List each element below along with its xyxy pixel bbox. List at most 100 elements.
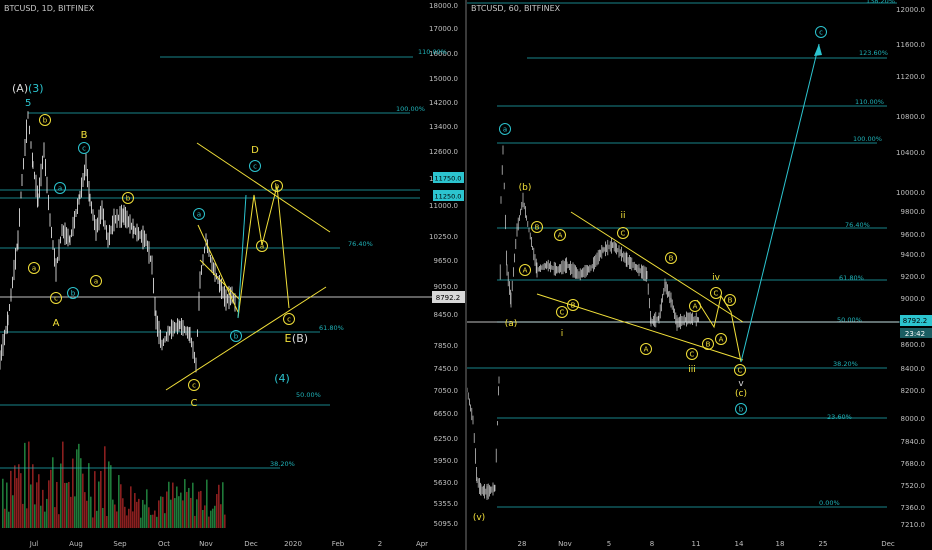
- right-price-tick: 12000.0: [896, 6, 925, 14]
- left-volume-bar: [116, 511, 118, 528]
- left-volume-bar: [200, 490, 202, 528]
- left-volume-bar: [132, 511, 134, 528]
- left-wave-seg2: [199, 259, 241, 301]
- right-wave-circle-ring: [702, 338, 714, 350]
- left-price-tick: 9650.0: [434, 257, 459, 265]
- left-wave-circle: c: [253, 163, 257, 171]
- right-wave-circle-ring: [686, 348, 698, 360]
- right-wave-circle: B: [535, 224, 540, 232]
- right-symbol-label: BTCUSD, 60, BITFINEX: [471, 4, 561, 13]
- left-volume-bar: [168, 481, 170, 528]
- left-volume-bar: [184, 479, 186, 528]
- right-price-tick: 8600.0: [901, 341, 926, 349]
- left-price-tick: 7850.0: [434, 342, 459, 350]
- right-countdown-text: 23:42: [905, 330, 925, 338]
- left-wave-circle-ring: [122, 192, 134, 204]
- left-volume-bar: [172, 482, 174, 528]
- panel-divider[interactable]: [465, 0, 467, 550]
- left-volume-bar: [208, 516, 210, 528]
- left-trend-upper: [196, 142, 331, 233]
- left-volume-bar: [34, 504, 36, 528]
- left-price-tick: 14200.0: [429, 99, 458, 107]
- left-price-tick: 15000.0: [429, 75, 458, 83]
- right-price-tick: 9200.0: [901, 273, 926, 281]
- left-volume-bar: [178, 496, 180, 528]
- right-fib-label: 38.20%: [833, 360, 858, 368]
- left-volume-bar: [110, 465, 112, 528]
- right-price-tick: 8400.0: [901, 365, 926, 373]
- left-trend-lower: [165, 286, 327, 391]
- left-volume-bar: [136, 501, 138, 528]
- left-volume-bar: [130, 486, 132, 528]
- left-volume-bar: [66, 482, 68, 528]
- left-wave-circle-ring: [193, 208, 205, 220]
- left-volume-bar: [32, 464, 34, 528]
- left-fib-badge-text: 11250.0: [435, 193, 462, 201]
- left-wave-label: A: [53, 318, 60, 329]
- left-volume-bar: [196, 499, 198, 528]
- left-volume-bar: [36, 482, 38, 528]
- left-wave-circle-ring: [78, 142, 90, 154]
- right-wave-label: ii: [620, 211, 625, 221]
- left-volume-bar: [154, 510, 156, 528]
- left-wave-label: C: [191, 398, 198, 409]
- left-wave-circle: b: [275, 183, 280, 191]
- right-price-tick: 7360.0: [901, 504, 926, 512]
- left-price-tick: 7050.0: [434, 387, 459, 395]
- left-volume-bar: [128, 508, 130, 528]
- left-volume-bar: [202, 509, 204, 528]
- left-time-tick: Apr: [416, 540, 428, 548]
- left-wave-label: B: [81, 130, 88, 141]
- left-volume-bar: [44, 511, 46, 528]
- right-wave-circle-ring: [640, 343, 652, 355]
- right-chart-panel[interactable]: BTCUSD, 60, BITFINEX 12000.0 11600.0 11200…: [467, 0, 932, 550]
- right-wave-label: (b): [519, 183, 532, 193]
- left-price-tick: 7450.0: [434, 365, 459, 373]
- right-price-tick: 8000.0: [901, 415, 926, 423]
- right-wave-circle-ring: [665, 252, 677, 264]
- right-wave-circle-ring: [519, 264, 531, 276]
- left-fib-label: 38.20%: [270, 460, 295, 468]
- left-wave-label: D: [251, 145, 259, 156]
- right-time-tick: 8: [650, 540, 654, 548]
- left-volume-bar: [90, 496, 92, 528]
- left-wave-label: 5: [25, 98, 31, 109]
- left-price-tick: 5355.0: [434, 500, 459, 508]
- left-volume-bar: [218, 484, 220, 528]
- left-volume-bar: [120, 484, 122, 528]
- left-volume-bar: [8, 511, 10, 528]
- left-wave-circle: a: [260, 243, 264, 251]
- right-wave-label: (a): [505, 319, 518, 329]
- left-volume-bar: [180, 492, 182, 528]
- left-volume-bar: [160, 496, 162, 528]
- right-wave-circle-ring: [567, 299, 579, 311]
- left-volume-bar: [82, 473, 84, 528]
- left-wave-circle: b: [43, 117, 48, 125]
- left-volume-bar: [108, 461, 110, 528]
- right-wave-circle: B: [669, 255, 674, 263]
- left-chart-canvas[interactable]: 18000.0 17000.0 16000.0 15000.0 14200.0 13400…: [0, 0, 465, 550]
- left-volume-bar: [106, 516, 108, 528]
- left-volume-bar: [62, 441, 64, 528]
- left-wave-circle-ring: [54, 182, 66, 194]
- right-time-tick: 25: [819, 540, 828, 548]
- left-wave-label: (4): [274, 372, 290, 385]
- right-price-tick: 10000.0: [896, 189, 925, 197]
- left-price-badge-bg: [432, 291, 465, 303]
- right-fib-label: 138.20%: [866, 0, 895, 5]
- left-time-tick: Aug: [69, 540, 83, 548]
- left-volume-bar: [124, 506, 126, 528]
- left-volume-bar: [70, 496, 72, 528]
- left-volume-bar: [84, 492, 86, 528]
- left-price-tick: 10250.0: [429, 233, 458, 241]
- left-chart-panel[interactable]: BTCUSD, 1D, BITFINEX 18000.0 17000.0 16000…: [0, 0, 465, 550]
- right-price-tick: 10800.0: [896, 113, 925, 121]
- right-chart-canvas[interactable]: 12000.0 11600.0 11200.0 10800.0 10400.0 10000…: [467, 0, 932, 550]
- left-volume-bar: [122, 498, 124, 528]
- left-volume-bar: [186, 491, 188, 528]
- right-wave-label: iv: [712, 273, 721, 283]
- right-wave-circle: C: [738, 367, 743, 375]
- left-wave-circle-ring: [283, 313, 295, 325]
- left-volume-bar: [142, 499, 144, 528]
- left-volume-bar: [88, 463, 90, 528]
